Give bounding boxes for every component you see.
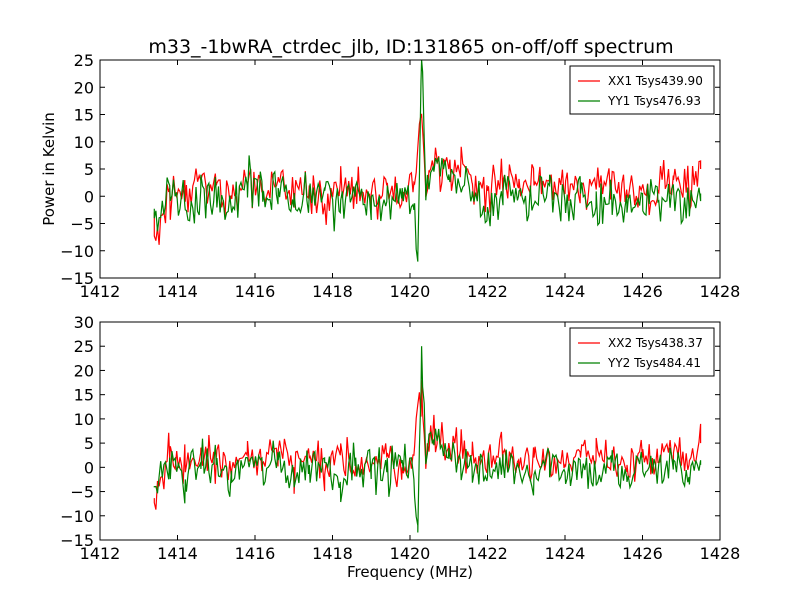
y-tick-label: −15 — [60, 269, 94, 288]
x-tick-label: 1418 — [312, 282, 353, 301]
top-panel: 1412 1414 1416 1418 1420 1422 1424 1426 1428 −15 −… — [40, 51, 740, 301]
x-tick-label: 1414 — [157, 544, 198, 563]
series-line-yy — [153, 346, 702, 533]
legend-box — [569, 65, 715, 115]
y-axis-label: Power in Kelvin — [40, 112, 58, 226]
x-tick-label: 1424 — [545, 544, 586, 563]
x-tick-label: 1428 — [700, 282, 741, 301]
plot-area — [153, 60, 702, 262]
y-tick-label: 15 — [74, 106, 94, 125]
y-tick-label: 10 — [74, 133, 94, 152]
x-tick-label: 1416 — [235, 544, 276, 563]
series-line-yy — [153, 60, 702, 262]
x-axis-label: Frequency (MHz) — [347, 563, 473, 581]
y-tick-label: 0 — [84, 187, 94, 206]
x-tick-label: 1416 — [235, 282, 276, 301]
y-tick-label: 25 — [74, 337, 94, 356]
y-tick-label: 20 — [74, 78, 94, 97]
figure-title: m33_-1bwRA_ctrdec_jlb, ID:131865 on-off/… — [148, 36, 673, 58]
x-tick-label: 1414 — [157, 282, 198, 301]
x-tick-label: 1426 — [622, 544, 663, 563]
y-tick-label: 15 — [74, 386, 94, 405]
y-tick-label: −5 — [70, 483, 94, 502]
y-tick-label: 0 — [84, 458, 94, 477]
x-tick-label: 1428 — [700, 544, 741, 563]
x-tick-label: 1412 — [80, 282, 121, 301]
y-tick-label: 25 — [74, 51, 94, 70]
x-tick-label: 1420 — [390, 544, 431, 563]
y-tick-label: −5 — [70, 215, 94, 234]
y-tick-label: −10 — [60, 242, 94, 261]
x-tick-label: 1426 — [622, 282, 663, 301]
y-tick-label: 5 — [84, 160, 94, 179]
series-line-xx — [153, 380, 702, 510]
x-tick-label: 1412 — [80, 544, 121, 563]
y-tick-label: 5 — [84, 434, 94, 453]
y-tick-label: 20 — [74, 361, 94, 380]
y-tick-label: −15 — [60, 531, 94, 550]
plot-area — [153, 346, 702, 533]
legend-entry: XX1 Tsys439.90 — [608, 74, 703, 88]
y-tick-label: −10 — [60, 507, 94, 526]
legend-entry: XX2 Tsys438.37 — [608, 336, 703, 350]
legend: XX2 Tsys438.37 YY2 Tsys484.41 — [569, 327, 715, 377]
legend-entry: YY2 Tsys484.41 — [607, 356, 701, 370]
x-tick-label: 1418 — [312, 544, 353, 563]
legend-box — [569, 327, 715, 377]
legend-entry: YY1 Tsys476.93 — [607, 94, 701, 108]
y-tick-label: 10 — [74, 410, 94, 429]
x-tick-label: 1424 — [545, 282, 586, 301]
y-tick-label: 30 — [74, 313, 94, 332]
bottom-panel: 1412 1414 1416 1418 1420 1422 1424 1426 1428 −15 −… — [60, 313, 740, 581]
x-tick-label: 1422 — [467, 544, 508, 563]
x-tick-label: 1422 — [467, 282, 508, 301]
legend: XX1 Tsys439.90 YY1 Tsys476.93 — [569, 65, 715, 115]
x-tick-label: 1420 — [390, 282, 431, 301]
